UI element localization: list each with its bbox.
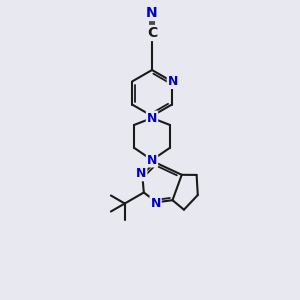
Text: N: N <box>147 154 157 166</box>
Text: N: N <box>168 75 178 88</box>
Text: C: C <box>147 26 157 40</box>
Text: N: N <box>147 112 157 124</box>
Text: N: N <box>146 6 158 20</box>
Text: N: N <box>150 197 161 210</box>
Text: N: N <box>136 167 146 180</box>
